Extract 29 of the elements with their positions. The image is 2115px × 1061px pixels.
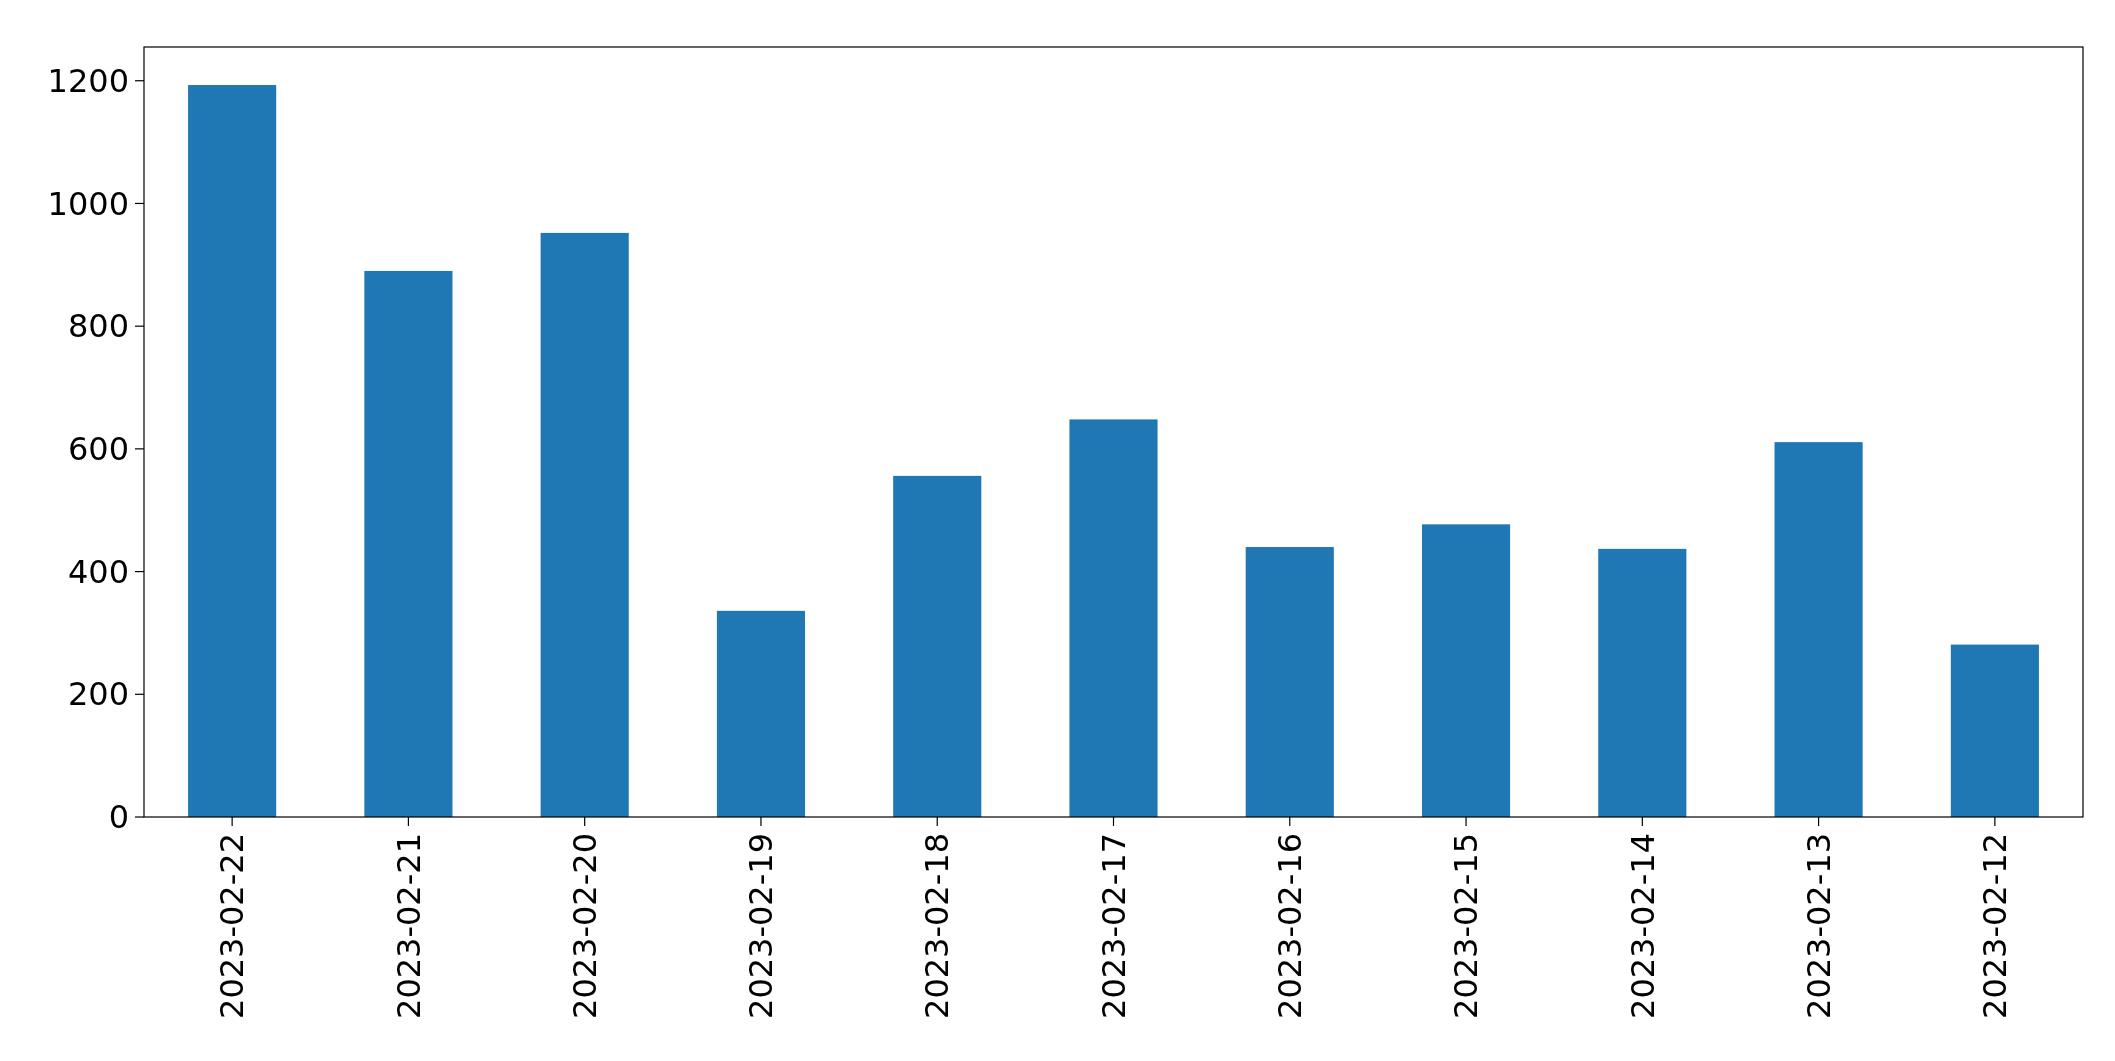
x-tick-label: 2023-02-13 — [1799, 833, 1838, 1019]
bar — [893, 475, 982, 817]
bar — [540, 232, 629, 817]
bar — [1069, 419, 1158, 817]
x-tick-label: 2023-02-16 — [1270, 833, 1309, 1019]
y-tick-label: 1000 — [47, 184, 129, 223]
bar — [1950, 644, 2039, 817]
x-tick-label: 2023-02-14 — [1623, 833, 1662, 1019]
x-tick-label: 2023-02-15 — [1447, 833, 1486, 1019]
y-tick-label: 200 — [67, 675, 129, 714]
x-tick-label: 2023-02-12 — [1976, 833, 2015, 1019]
bar — [1598, 548, 1687, 817]
x-tick-label: 2023-02-19 — [742, 833, 781, 1019]
bar — [364, 270, 453, 817]
x-tick-label: 2023-02-17 — [1094, 833, 1133, 1019]
bar — [188, 85, 277, 817]
bar — [1421, 524, 1511, 817]
x-tick-label: 2023-02-20 — [565, 833, 604, 1019]
bar — [1774, 442, 1863, 817]
y-tick-label: 1200 — [47, 61, 129, 100]
y-tick-label: 600 — [67, 430, 129, 469]
y-tick-label: 0 — [108, 798, 129, 837]
bar — [716, 610, 806, 817]
x-tick-label: 2023-02-22 — [213, 833, 252, 1019]
y-tick-label: 800 — [67, 307, 129, 346]
x-tick-label: 2023-02-21 — [389, 833, 428, 1019]
x-tick-label: 2023-02-18 — [918, 833, 957, 1019]
y-tick-label: 400 — [67, 552, 129, 591]
bar — [1245, 547, 1334, 817]
